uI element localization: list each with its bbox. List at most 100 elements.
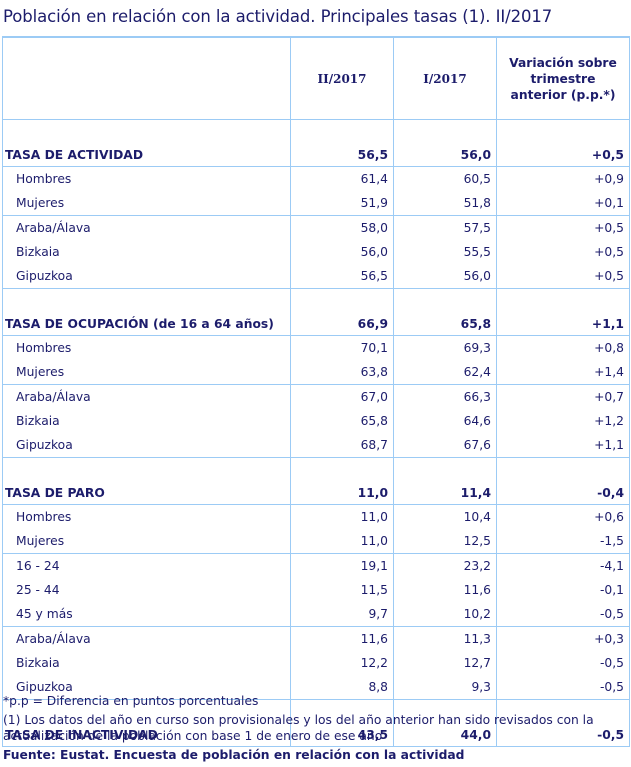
group-label: TASA DE OCUPACIÓN (de 16 a 64 años) — [2, 288, 291, 336]
table-row: Hombres 11,0 10,4 +0,6 — [2, 504, 630, 529]
footnote-pp: *p.p = Diferencia en puntos porcentuales — [3, 694, 259, 708]
row-previous-value: 55,5 — [393, 240, 497, 264]
table-row: Araba/Álava 67,0 66,3 +0,7 — [2, 384, 630, 409]
row-variation-value: -0,1 — [496, 578, 630, 602]
group-row: TASA DE OCUPACIÓN (de 16 a 64 años) 66,9 6… — [2, 288, 630, 336]
table-row: 25 - 44 11,5 11,6 -0,1 — [2, 578, 630, 602]
row-variation-value: -0,5 — [496, 651, 630, 675]
row-label: Bizkaia — [2, 240, 291, 264]
row-current-value: 70,1 — [290, 335, 394, 360]
row-label: Gipuzkoa — [2, 264, 291, 289]
table-row: 16 - 24 19,1 23,2 -4,1 — [2, 553, 630, 578]
row-previous-value: 9,3 — [393, 675, 497, 700]
row-variation-value: -0,5 — [496, 675, 630, 700]
row-variation-value: +0,7 — [496, 384, 630, 409]
row-previous-value: 66,3 — [393, 384, 497, 409]
header-label — [2, 36, 291, 120]
row-label: Mujeres — [2, 191, 291, 216]
row-current-value: 65,8 — [290, 409, 394, 433]
row-label: Gipuzkoa — [2, 433, 291, 458]
row-current-value: 9,7 — [290, 602, 394, 627]
row-current-value: 12,2 — [290, 651, 394, 675]
group-variation-value: +1,1 — [496, 288, 630, 336]
row-variation-value: +0,5 — [496, 264, 630, 289]
row-current-value: 56,0 — [290, 240, 394, 264]
row-current-value: 11,6 — [290, 626, 394, 651]
row-previous-value: 60,5 — [393, 166, 497, 191]
group-variation-value: -0,5 — [496, 699, 630, 747]
row-label: Mujeres — [2, 529, 291, 554]
row-current-value: 63,8 — [290, 360, 394, 385]
table-row: Araba/Álava 11,6 11,3 +0,3 — [2, 626, 630, 651]
table-row: Gipuzkoa 68,7 67,6 +1,1 — [2, 433, 630, 458]
header-previous-quarter: I/2017 — [393, 36, 497, 120]
row-variation-value: +0,3 — [496, 626, 630, 651]
rates-table: II/2017 I/2017 Variación sobre trimestre… — [2, 36, 630, 747]
row-current-value: 19,1 — [290, 553, 394, 578]
table-row: Hombres 61,4 60,5 +0,9 — [2, 166, 630, 191]
row-label: 45 y más — [2, 602, 291, 627]
footnotes: *p.p = Diferencia en puntos porcentuales… — [3, 693, 629, 766]
group-current-value: 11,0 — [290, 457, 394, 505]
row-label: Gipuzkoa — [2, 675, 291, 700]
group-previous-value: 44,0 — [393, 699, 497, 747]
row-variation-value: +0,5 — [496, 240, 630, 264]
row-previous-value: 11,3 — [393, 626, 497, 651]
row-label: Araba/Álava — [2, 215, 291, 240]
header-variation: Variación sobre trimestre anterior (p.p.… — [496, 36, 630, 120]
source-note: Fuente: Eustat. Encuesta de población en… — [3, 748, 465, 762]
footnote-1: (1) Los datos del año en curso son provi… — [3, 713, 594, 743]
table-row: Mujeres 11,0 12,5 -1,5 — [2, 529, 630, 554]
row-current-value: 58,0 — [290, 215, 394, 240]
row-previous-value: 10,4 — [393, 504, 497, 529]
table-row: Araba/Álava 58,0 57,5 +0,5 — [2, 215, 630, 240]
group-label: TASA DE PARO — [2, 457, 291, 505]
row-current-value: 61,4 — [290, 166, 394, 191]
row-current-value: 67,0 — [290, 384, 394, 409]
group-current-value: 43,5 — [290, 699, 394, 747]
row-label: Bizkaia — [2, 651, 291, 675]
row-variation-value: -0,5 — [496, 602, 630, 627]
group-label: TASA DE ACTIVIDAD — [2, 119, 291, 167]
group-row: TASA DE INACTIVIDAD 43,5 44,0 -0,5 — [2, 699, 630, 747]
row-current-value: 8,8 — [290, 675, 394, 700]
table-row: Gipuzkoa 56,5 56,0 +0,5 — [2, 264, 630, 289]
group-previous-value: 56,0 — [393, 119, 497, 167]
table-row: Mujeres 51,9 51,8 +0,1 — [2, 191, 630, 216]
table-row: Bizkaia 65,8 64,6 +1,2 — [2, 409, 630, 433]
table-title: Población en relación con la actividad. … — [3, 7, 553, 26]
row-variation-value: +0,5 — [496, 215, 630, 240]
row-label: Araba/Álava — [2, 626, 291, 651]
row-variation-value: -4,1 — [496, 553, 630, 578]
row-variation-value: +0,9 — [496, 166, 630, 191]
row-previous-value: 56,0 — [393, 264, 497, 289]
table-body: TASA DE ACTIVIDAD 56,5 56,0 +0,5 Hombres 61,4… — [2, 119, 630, 747]
row-current-value: 68,7 — [290, 433, 394, 458]
group-current-value: 66,9 — [290, 288, 394, 336]
group-previous-value: 11,4 — [393, 457, 497, 505]
table-row: 45 y más 9,7 10,2 -0,5 — [2, 602, 630, 627]
row-current-value: 11,0 — [290, 504, 394, 529]
row-label: Mujeres — [2, 360, 291, 385]
row-previous-value: 23,2 — [393, 553, 497, 578]
row-current-value: 11,5 — [290, 578, 394, 602]
row-current-value: 11,0 — [290, 529, 394, 554]
header-row: II/2017 I/2017 Variación sobre trimestre… — [2, 36, 630, 120]
row-previous-value: 69,3 — [393, 335, 497, 360]
row-variation-value: +0,6 — [496, 504, 630, 529]
table-row: Hombres 70,1 69,3 +0,8 — [2, 335, 630, 360]
row-previous-value: 11,6 — [393, 578, 497, 602]
row-previous-value: 62,4 — [393, 360, 497, 385]
row-variation-value: -1,5 — [496, 529, 630, 554]
row-variation-value: +1,2 — [496, 409, 630, 433]
row-label: Hombres — [2, 504, 291, 529]
row-previous-value: 57,5 — [393, 215, 497, 240]
row-current-value: 51,9 — [290, 191, 394, 216]
row-previous-value: 51,8 — [393, 191, 497, 216]
table-row: Mujeres 63,8 62,4 +1,4 — [2, 360, 630, 385]
group-row: TASA DE ACTIVIDAD 56,5 56,0 +0,5 — [2, 119, 630, 167]
group-previous-value: 65,8 — [393, 288, 497, 336]
group-variation-value: -0,4 — [496, 457, 630, 505]
row-previous-value: 12,5 — [393, 529, 497, 554]
table-row: Bizkaia 56,0 55,5 +0,5 — [2, 240, 630, 264]
